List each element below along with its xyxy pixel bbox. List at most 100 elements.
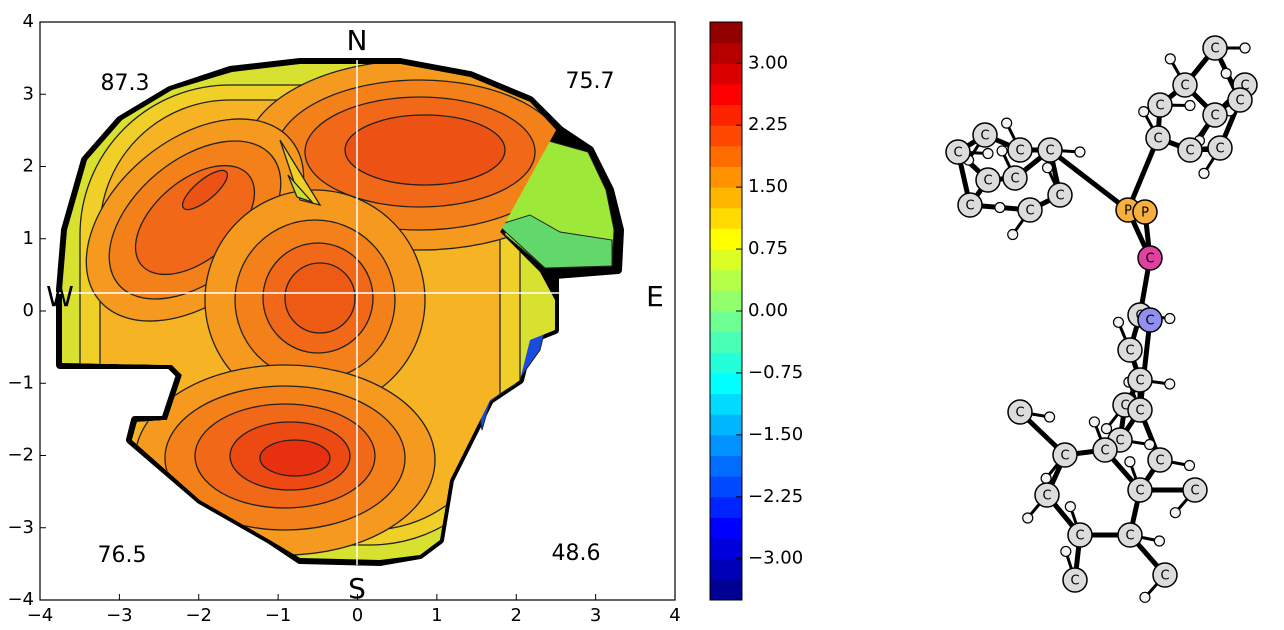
- colorbar-band: [710, 579, 742, 600]
- atom-label: C: [1190, 484, 1199, 499]
- atom-label: C: [1235, 94, 1244, 109]
- compass-label: W: [46, 280, 74, 313]
- colorbar: 3.002.251.500.750.00−0.75−1.50−2.25−3.00: [710, 22, 803, 601]
- hydrogen: [1139, 107, 1149, 117]
- colorbar-band: [710, 332, 742, 353]
- atom-label: C: [1015, 144, 1024, 159]
- atom-label: C: [1060, 449, 1069, 464]
- colorbar-band: [710, 290, 742, 311]
- hydrogen: [1140, 592, 1150, 602]
- quadrant-value: 48.6: [552, 541, 601, 566]
- atom-label: C: [953, 146, 962, 161]
- hydrogen: [1165, 54, 1175, 64]
- hydrogen: [1154, 536, 1164, 546]
- atom-label: C: [1125, 529, 1134, 544]
- colorbar-tick-label: −0.75: [748, 362, 803, 383]
- atom-label: C: [983, 174, 992, 189]
- atom-label: C: [1153, 132, 1162, 147]
- colorbar-band: [710, 270, 742, 291]
- hydrogen: [1125, 457, 1135, 467]
- atom-label: C: [1010, 172, 1019, 187]
- contour-level: [285, 263, 355, 333]
- colorbar-tick-label: 2.25: [748, 114, 788, 135]
- hydrogen: [983, 149, 993, 159]
- quadrant-value: 76.5: [98, 543, 147, 568]
- colorbar-band: [710, 43, 742, 64]
- atom-label: C: [1155, 454, 1164, 469]
- atom-label: C: [1135, 484, 1144, 499]
- figure: −4−3−2−101234−4−3−2−101234NESW87.375.776…: [0, 0, 1284, 626]
- colorbar-band: [710, 228, 742, 249]
- hydrogen: [1165, 379, 1175, 389]
- colorbar-band: [710, 538, 742, 559]
- atom-label: C: [1070, 574, 1079, 589]
- atom-label: C: [1055, 189, 1064, 204]
- colorbar-band: [710, 394, 742, 415]
- hydrogen: [1170, 508, 1180, 518]
- y-tick-label: 1: [23, 228, 34, 249]
- x-tick-label: 2: [511, 605, 522, 626]
- hydrogen: [1008, 230, 1018, 240]
- molecule: CCCCCCCCCCCCCCCCCCPPCCCCCCCCCCCCCCCCCCC: [946, 36, 1257, 602]
- colorbar-tick-label: 3.00: [748, 52, 788, 73]
- colorbar-tick-label: −2.25: [748, 486, 803, 507]
- colorbar-band: [710, 84, 742, 105]
- atom-label: C: [1155, 99, 1164, 114]
- colorbar-band: [710, 187, 742, 208]
- atom-label: C: [1075, 529, 1084, 544]
- atom-label: C: [1125, 344, 1134, 359]
- x-tick-label: 4: [669, 605, 680, 626]
- colorbar-tick-label: 1.50: [748, 176, 788, 197]
- compass-label: N: [347, 24, 368, 57]
- atom-label: P: [1124, 204, 1132, 219]
- colorbar-band: [710, 311, 742, 332]
- y-tick-label: 4: [23, 11, 34, 32]
- contour-level: [345, 115, 505, 185]
- atom-label: C: [1015, 406, 1024, 421]
- y-tick-label: −4: [7, 589, 34, 610]
- colorbar-band: [710, 497, 742, 518]
- hydrogen: [1023, 513, 1033, 523]
- hydrogen: [1113, 317, 1123, 327]
- colorbar-tick-label: 0.75: [748, 238, 788, 259]
- y-tick-label: −3: [7, 517, 34, 538]
- y-tick-label: −2: [7, 445, 34, 466]
- colorbar-band: [710, 414, 742, 435]
- hydrogen: [1061, 546, 1071, 556]
- atom-label: C: [1100, 444, 1109, 459]
- atom-label: P: [1141, 206, 1149, 221]
- colorbar-band: [710, 373, 742, 394]
- colorbar-band: [710, 456, 742, 477]
- quadrant-value: 87.3: [101, 71, 150, 96]
- colorbar-tick-label: 0.00: [748, 300, 788, 321]
- colorbar-band: [710, 208, 742, 229]
- hydrogen: [1045, 412, 1055, 422]
- contour-level: [260, 440, 330, 476]
- compass-label: S: [348, 572, 366, 605]
- atom-label: C: [1185, 144, 1194, 159]
- atom-label: C: [1160, 569, 1169, 584]
- hydrogen: [995, 203, 1005, 213]
- atom-label: C: [1025, 204, 1034, 219]
- colorbar-band: [710, 105, 742, 126]
- x-tick-label: 1: [431, 605, 442, 626]
- x-tick-label: −2: [185, 605, 212, 626]
- atom-label: C: [1042, 489, 1051, 504]
- colorbar-band: [710, 352, 742, 373]
- colorbar-band: [710, 559, 742, 580]
- atom-label: C: [1145, 252, 1154, 267]
- x-tick-label: 0: [352, 605, 363, 626]
- hydrogen: [1075, 147, 1085, 157]
- colorbar-tick-label: −1.50: [748, 424, 803, 445]
- colorbar-band: [710, 146, 742, 167]
- colorbar-band: [710, 167, 742, 188]
- hydrogen: [1041, 473, 1051, 483]
- atom-label: C: [980, 129, 989, 144]
- atom-label: C: [1210, 42, 1219, 57]
- x-tick-label: −1: [265, 605, 292, 626]
- atom-label: C: [1215, 142, 1224, 157]
- hydrogen: [1165, 314, 1175, 324]
- hydrogen: [1145, 440, 1155, 450]
- colorbar-band: [710, 476, 742, 497]
- colorbar-band: [710, 517, 742, 538]
